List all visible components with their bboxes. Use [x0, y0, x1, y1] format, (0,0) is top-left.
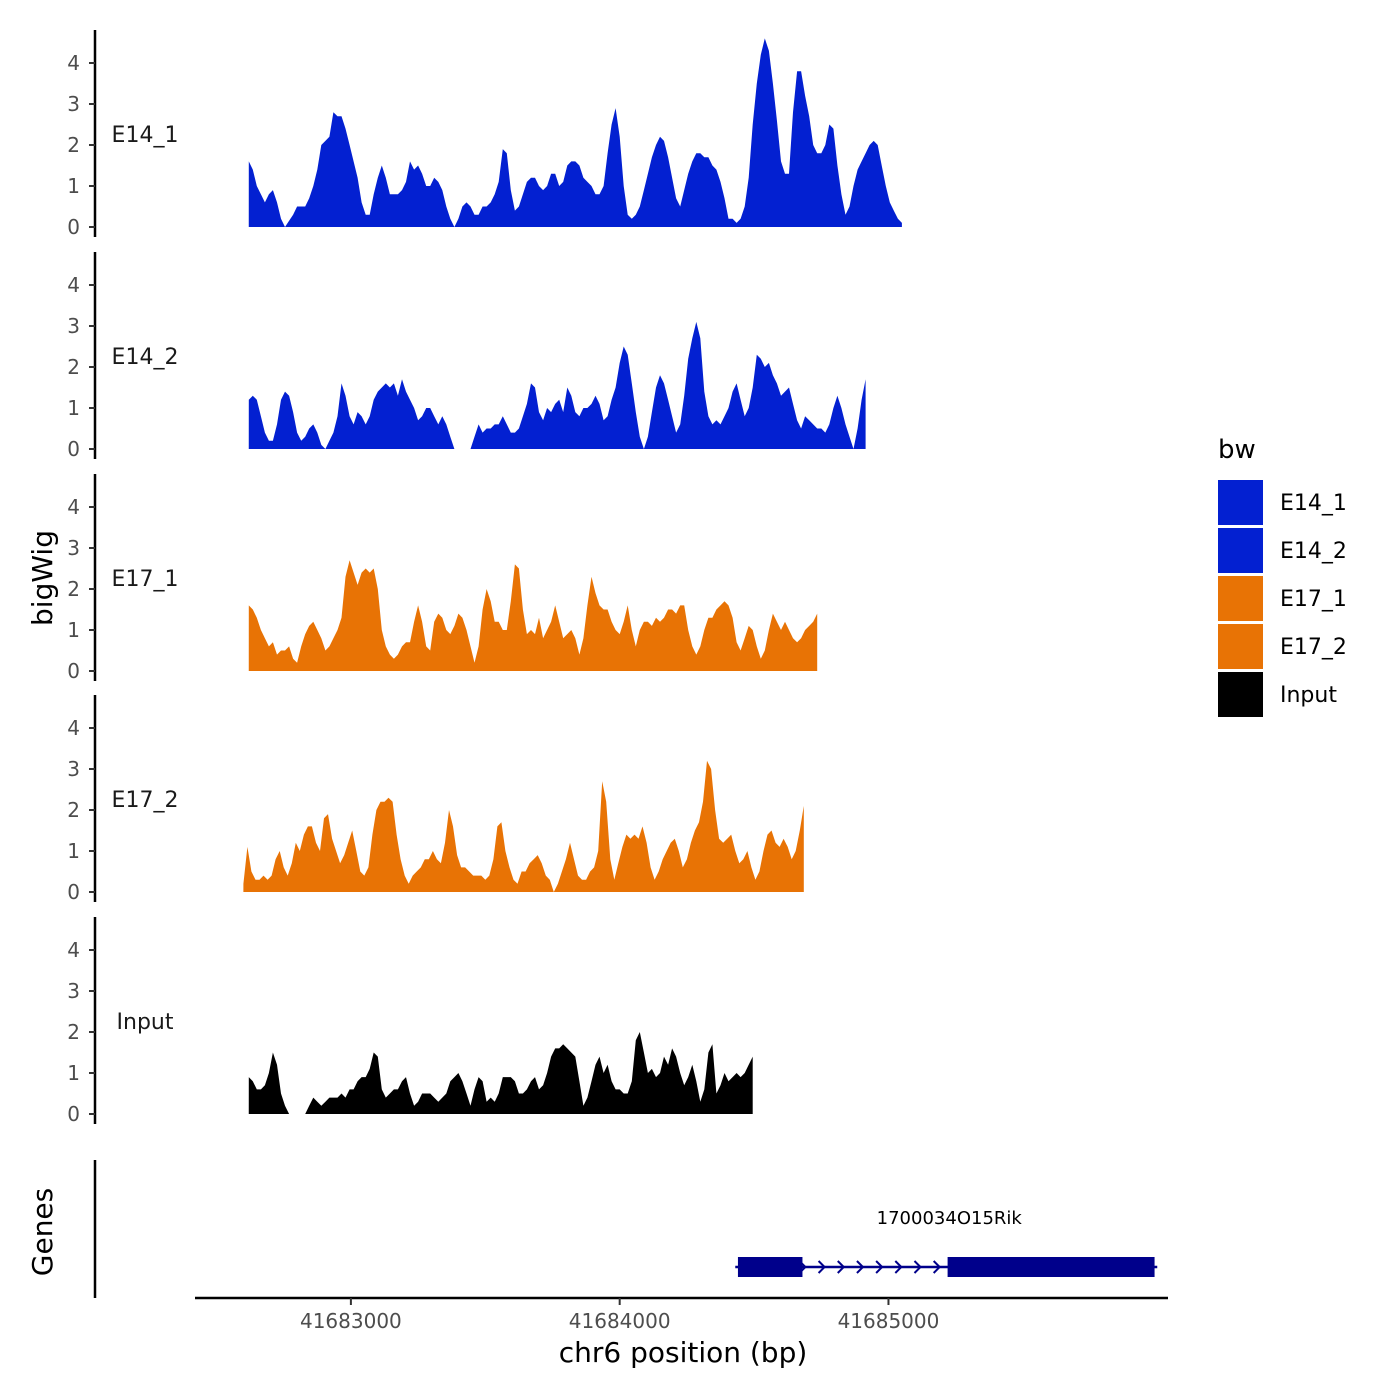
y-axis-title-bigwig: bigWig [26, 530, 59, 626]
signal-area-E14_1 [248, 38, 902, 228]
y-tick-label: 0 [67, 215, 80, 239]
signal-area-E17_2 [243, 760, 804, 892]
strand-arrow-icon [837, 1260, 846, 1274]
track-label-E17_1: E17_1 [112, 567, 179, 592]
signal-area-E17_1 [248, 560, 818, 671]
legend-key-E14_1 [1218, 480, 1263, 525]
x-axis-title: chr6 position (bp) [559, 1336, 808, 1369]
y-tick-label: 3 [67, 979, 80, 1003]
track-E17_1: 0 1 2 3 4 E17_1 [67, 474, 818, 683]
y-tick-label: 4 [67, 938, 80, 962]
track-E14_2: 0 1 2 3 4 E14_2 [67, 252, 866, 461]
track-label-E17_2: E17_2 [112, 788, 179, 813]
strand-arrow-icon [913, 1260, 922, 1274]
legend-label-Input: Input [1280, 683, 1337, 708]
gene-track: 1700034O15Rik [93, 1160, 1158, 1298]
y-tick-label: 4 [67, 495, 80, 519]
gene-exon [947, 1257, 1155, 1277]
y-tick-label: 0 [67, 1102, 80, 1126]
track-label-Input: Input [117, 1010, 174, 1035]
y-tick-label: 1 [67, 839, 80, 863]
y-tick-label: 3 [67, 757, 80, 781]
y-tick-label: 4 [67, 273, 80, 297]
x-axis: 41683000 41684000 41685000 [195, 1296, 1168, 1333]
y-tick-label: 2 [67, 1020, 80, 1044]
legend-title: bw [1218, 435, 1256, 465]
legend-key-E17_2 [1218, 624, 1263, 669]
y-tick-label: 2 [67, 577, 80, 601]
x-tick-label: 41685000 [838, 1309, 940, 1333]
y-tick-label: 0 [67, 437, 80, 461]
gene-label: 1700034O15Rik [877, 1208, 1023, 1229]
y-tick-label: 4 [67, 51, 80, 75]
y-tick-label: 2 [67, 798, 80, 822]
y-tick-label: 3 [67, 314, 80, 338]
y-tick-label: 3 [67, 92, 80, 116]
x-tick-label: 41683000 [300, 1309, 402, 1333]
y-tick-label: 4 [67, 716, 80, 740]
y-tick-label: 1 [67, 396, 80, 420]
strand-arrow-icon [856, 1260, 865, 1274]
legend-key-Input [1218, 672, 1263, 717]
legend-label-E14_1: E14_1 [1280, 491, 1347, 516]
legend-label-E17_1: E17_1 [1280, 587, 1347, 612]
strand-arrow-icon [932, 1260, 942, 1274]
gene-1700034O15Rik: 1700034O15Rik [735, 1208, 1158, 1277]
x-tick-label: 41684000 [569, 1309, 671, 1333]
gene-exon [737, 1257, 803, 1277]
signal-area-E14_2 [248, 321, 866, 449]
signal-area-Input [248, 1032, 753, 1114]
signal-tracks: 0 1 2 3 4 E14_1 0 1 2 3 4 E14_2 0 1 2 3 4 E17_1 0 1 2 3 4 E17_2… [67, 30, 902, 1126]
track-label-E14_1: E14_1 [112, 123, 179, 148]
strand-arrow-icon [875, 1260, 884, 1274]
y-tick-label: 1 [67, 618, 80, 642]
track-label-E14_2: E14_2 [112, 345, 179, 370]
y-tick-label: 1 [67, 174, 80, 198]
y-tick-label: 2 [67, 133, 80, 157]
legend: bw E14_1 E14_2 E17_1 E17_2 Input [1218, 435, 1347, 717]
legend-key-E17_1 [1218, 576, 1263, 621]
y-axis-title-genes: Genes [26, 1188, 59, 1276]
legend-label-E17_2: E17_2 [1280, 635, 1347, 660]
track-Input: 0 1 2 3 4 Input [67, 917, 753, 1126]
track-E14_1: 0 1 2 3 4 E14_1 [67, 30, 902, 239]
y-tick-label: 0 [67, 659, 80, 683]
legend-label-E14_2: E14_2 [1280, 539, 1347, 564]
strand-arrow-icon [894, 1260, 903, 1274]
strand-arrow-icon [817, 1260, 826, 1274]
y-tick-label: 3 [67, 536, 80, 560]
y-tick-label: 1 [67, 1061, 80, 1085]
y-tick-label: 2 [67, 355, 80, 379]
track-E17_2: 0 1 2 3 4 E17_2 [67, 695, 804, 904]
y-tick-label: 0 [67, 880, 80, 904]
legend-key-E14_2 [1218, 528, 1263, 573]
